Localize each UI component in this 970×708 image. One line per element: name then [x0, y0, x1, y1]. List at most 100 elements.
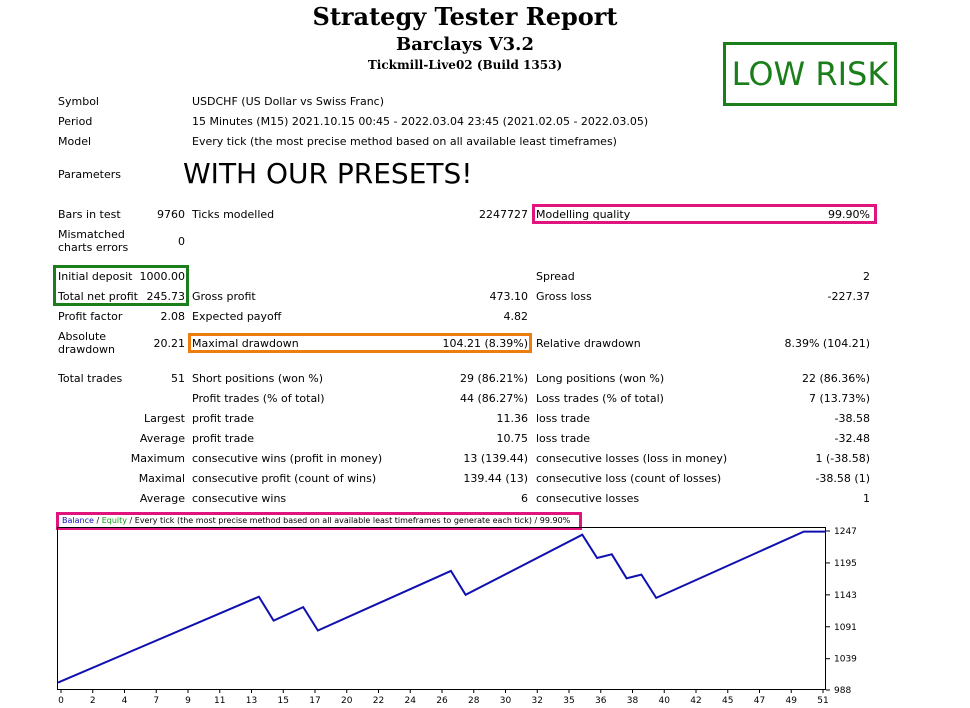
rel-dd-value: 8.39% (104.21): [784, 337, 870, 350]
x-tick-label: 15: [278, 696, 289, 706]
legend-balance: Balance: [62, 516, 94, 525]
profit-factor-label: Profit factor: [58, 310, 123, 323]
largest-loss-label: loss trade: [536, 412, 591, 425]
long-positions-value: 22 (86.36%): [801, 372, 870, 385]
y-tick-label: 988: [834, 686, 851, 696]
max-consec-losses-value: 1 (-38.58): [815, 452, 870, 465]
x-tick-label: 45: [722, 696, 733, 706]
spread-value: 2: [863, 270, 870, 283]
legend-model: / Every tick (the most precise method ba…: [126, 516, 532, 525]
abs-dd-label-2: drawdown: [58, 343, 115, 356]
model-value: Every tick (the most precise method base…: [192, 135, 617, 148]
rel-dd-label: Relative drawdown: [536, 337, 641, 350]
gross-profit-label: Gross profit: [192, 290, 256, 303]
max-consec-wins-label: consecutive wins (profit in money): [192, 452, 383, 465]
gross-loss-value: -227.37: [827, 290, 870, 303]
x-tick-label: 36: [595, 696, 607, 706]
maximum-label: Maximum: [130, 452, 185, 465]
largest-loss-value: -38.58: [834, 412, 870, 425]
avg-consec-wins-value: 6: [521, 492, 528, 505]
y-tick-label: 1091: [834, 623, 857, 633]
avg-consec-losses-label: consecutive losses: [536, 492, 640, 505]
max-dd-highlight-box: [188, 333, 532, 353]
avg-profit-value: 10.75: [496, 432, 529, 445]
legend-quality: / 99.90%: [531, 516, 571, 525]
abs-dd-value: 20.21: [153, 337, 186, 350]
profit-factor-value: 2.08: [160, 310, 186, 323]
server-build: Tickmill-Live02 (Build 1353): [367, 58, 563, 72]
max-consec-losses-label: consecutive losses (loss in money): [536, 452, 728, 465]
max-dd-value: 104.21 (8.39%): [442, 337, 528, 350]
max-consec-wins-value: 13 (139.44): [463, 452, 528, 465]
parameters-label: Parameters: [58, 168, 121, 181]
expected-payoff-label: Expected payoff: [192, 310, 282, 323]
y-tick-label: 1195: [834, 559, 857, 569]
x-tick-label: 4: [122, 696, 128, 706]
average-label: Average: [139, 432, 185, 445]
mismatch-value: 0: [178, 235, 185, 248]
avg-consec-wins-label: consecutive wins: [192, 492, 287, 505]
loss-trades-label: Loss trades (% of total): [536, 392, 664, 405]
total-trades-value: 51: [171, 372, 185, 385]
spread-label: Spread: [536, 270, 575, 283]
x-tick-label: 35: [563, 696, 574, 706]
x-tick-label: 20: [341, 696, 353, 706]
profit-trades-value: 44 (86.27%): [459, 392, 528, 405]
x-tick-label: 17: [309, 696, 320, 706]
x-tick-label: 28: [468, 696, 480, 706]
maximal-consec-loss-label: consecutive loss (count of losses): [536, 472, 722, 485]
largest-profit-label: profit trade: [192, 412, 255, 425]
avg-profit-label: profit trade: [192, 432, 255, 445]
period-value: 15 Minutes (M15) 2021.10.15 00:45 - 2022…: [192, 115, 649, 128]
quality-highlight-box: [532, 204, 877, 224]
chart-legend-highlight-box: [56, 512, 582, 530]
x-tick-label: 51: [817, 696, 828, 706]
report-title: Strategy Tester Report: [312, 2, 618, 31]
x-tick-label: 40: [659, 696, 671, 706]
low-risk-badge: LOW RISK: [723, 42, 897, 106]
x-tick-label: 0: [58, 696, 64, 706]
x-tick-label: 2: [90, 696, 96, 706]
x-tick-label: 7: [153, 696, 159, 706]
y-tick-label: 1143: [834, 591, 857, 601]
bars-label: Bars in test: [58, 208, 121, 221]
x-tick-label: 32: [532, 696, 543, 706]
x-tick-label: 11: [214, 696, 225, 706]
bars-value: 9760: [157, 208, 185, 221]
x-tick-label: 24: [405, 696, 417, 706]
net-profit-label: Total net profit: [58, 290, 138, 303]
long-positions-label: Long positions (won %): [536, 372, 665, 385]
ticks-value: 2247727: [479, 208, 528, 221]
deposit-value: 1000.00: [139, 270, 186, 283]
quality-label: Modelling quality: [536, 208, 631, 221]
largest-profit-value: 11.36: [496, 412, 529, 425]
loss-trades-value: 7 (13.73%): [808, 392, 870, 405]
x-tick-label: 49: [786, 696, 798, 706]
quality-value: 99.90%: [828, 208, 870, 221]
y-tick-label: 1039: [834, 655, 857, 665]
gross-profit-value: 473.10: [489, 290, 529, 303]
avg-loss-value: -32.48: [834, 432, 870, 445]
x-tick-label: 13: [246, 696, 257, 706]
ea-name: Barclays V3.2: [396, 34, 534, 55]
legend-equity: Equity: [101, 516, 127, 525]
x-tick-label: 9: [185, 696, 191, 706]
abs-dd-label-1: Absolute: [58, 330, 107, 343]
model-label: Model: [58, 135, 92, 148]
largest-label: Largest: [144, 412, 185, 425]
avg-loss-label: loss trade: [536, 432, 591, 445]
deposit-label: Initial deposit: [58, 270, 133, 283]
symbol-value: USDCHF (US Dollar vs Swiss Franc): [192, 95, 385, 108]
mismatch-label-1: Mismatched: [58, 228, 125, 241]
x-tick-label: 26: [436, 696, 448, 706]
balance-chart-frame: [57, 527, 826, 690]
profit-trades-label: Profit trades (% of total): [192, 392, 325, 405]
expected-payoff-value: 4.82: [503, 310, 529, 323]
mismatch-label-2: charts errors: [58, 241, 129, 254]
y-tick-label: 1247: [834, 527, 857, 537]
deposit-net-highlight-box: [53, 265, 189, 306]
maximal-consec-loss-value: -38.58 (1): [815, 472, 870, 485]
net-profit-value: 245.73: [146, 290, 186, 303]
x-tick-label: 30: [500, 696, 512, 706]
max-dd-label: Maximal drawdown: [192, 337, 299, 350]
